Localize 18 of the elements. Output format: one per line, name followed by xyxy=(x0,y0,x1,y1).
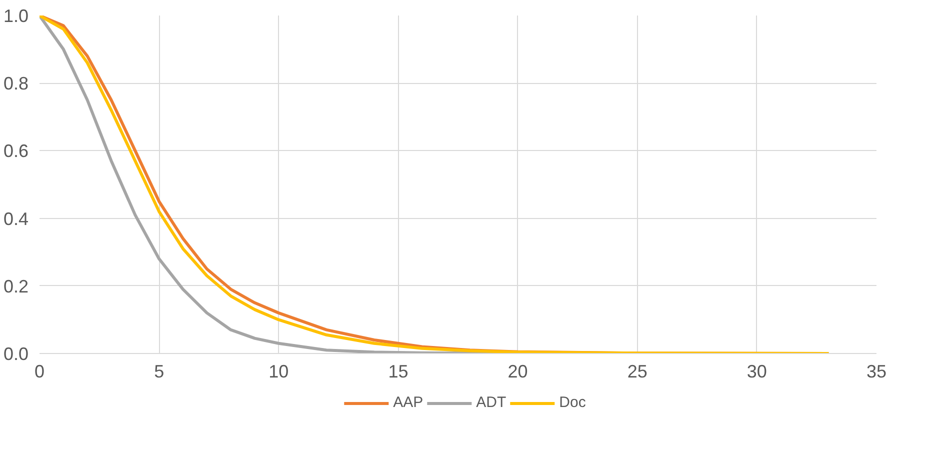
x-tick-label: 5 xyxy=(154,362,164,382)
y-tick-label: 1.0 xyxy=(3,6,29,26)
legend-label: Doc xyxy=(559,394,586,411)
y-tick-label: 0.0 xyxy=(3,344,29,364)
y-tick-label: 0.4 xyxy=(3,208,29,229)
x-tick-label: 0 xyxy=(34,362,45,382)
x-tick-label: 35 xyxy=(866,362,887,382)
legend-label: ADT xyxy=(476,394,506,411)
legend-label: AAP xyxy=(393,394,424,411)
x-tick-label: 30 xyxy=(746,362,767,382)
x-tick-label: 10 xyxy=(268,362,289,382)
y-tick-label: 0.6 xyxy=(3,141,29,162)
x-tick-label: 20 xyxy=(508,362,528,382)
x-tick-label: 25 xyxy=(627,362,648,382)
line-series xyxy=(40,16,830,354)
y-tick-label: 0.2 xyxy=(3,276,29,296)
y-tick-label: 0.8 xyxy=(3,74,29,94)
x-tick-label: 15 xyxy=(388,362,408,382)
